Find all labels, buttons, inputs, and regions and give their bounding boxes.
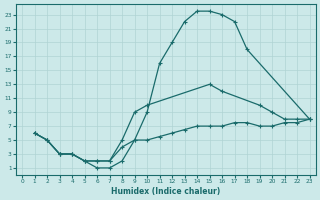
X-axis label: Humidex (Indice chaleur): Humidex (Indice chaleur) — [111, 187, 220, 196]
